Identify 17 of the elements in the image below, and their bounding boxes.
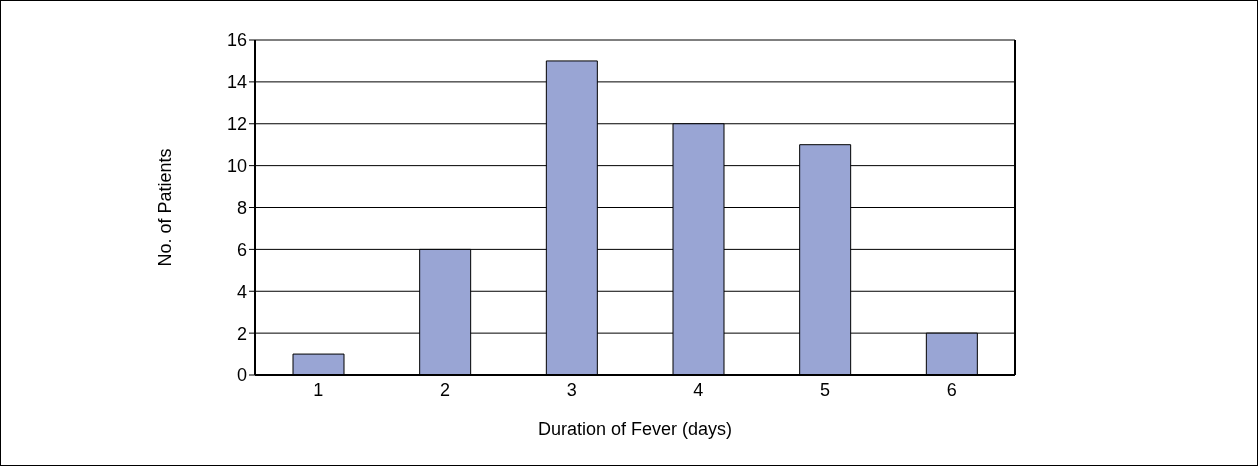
- x-tick-label: 6: [946, 379, 957, 400]
- y-tick-label: 10: [226, 156, 247, 177]
- y-tick-label: 14: [226, 72, 247, 93]
- y-tick-label: 6: [236, 239, 247, 260]
- x-tick-label: 3: [566, 379, 577, 400]
- y-tick-label: 4: [236, 281, 247, 302]
- x-axis-title: Duration of Fever (days): [537, 419, 733, 439]
- x-tick-label: 1: [313, 379, 324, 400]
- y-tick-label: 0: [236, 365, 247, 386]
- y-tick-label: 2: [236, 323, 247, 344]
- y-tick-label: 16: [226, 30, 247, 51]
- y-tick-label: 12: [226, 114, 247, 135]
- y-axis-title: No. of Patients: [155, 148, 176, 267]
- x-tick-label: 5: [819, 379, 831, 400]
- x-tick-label: 4: [693, 379, 704, 400]
- y-tick-label: 8: [236, 197, 247, 218]
- x-tick-label: 2: [439, 379, 451, 400]
